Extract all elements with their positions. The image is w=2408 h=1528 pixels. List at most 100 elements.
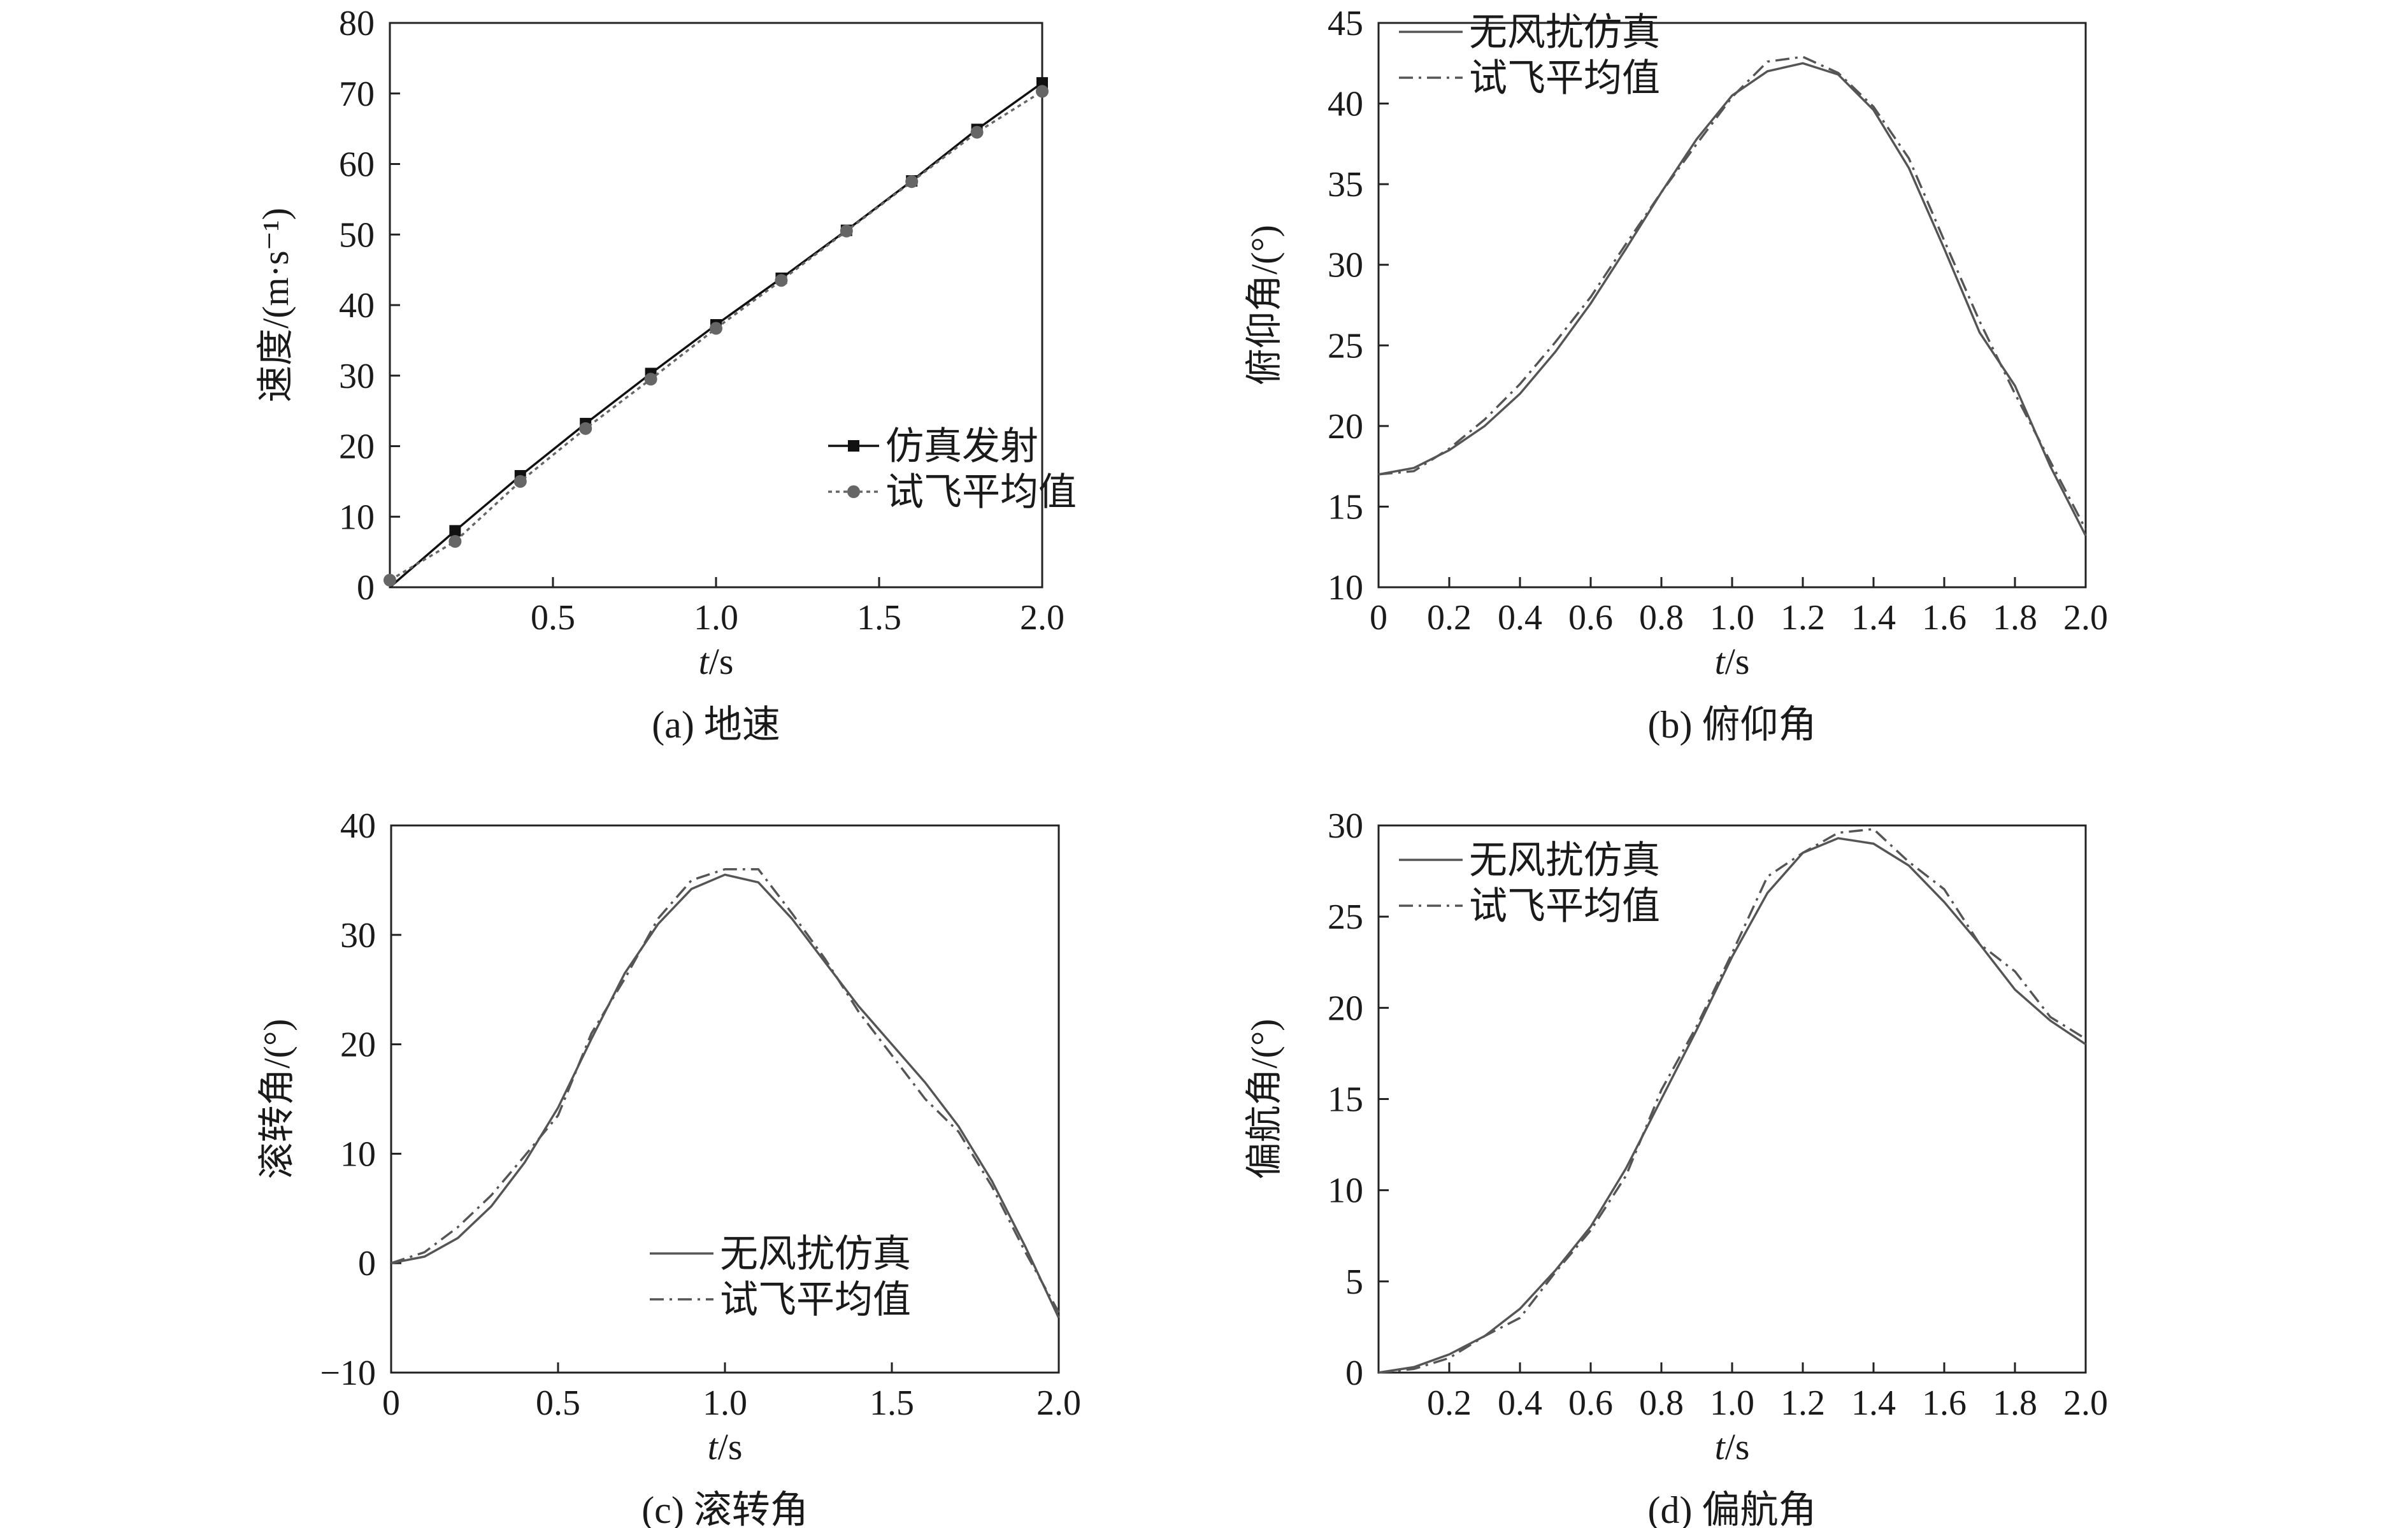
legend-label: 无风扰仿真 [720, 1233, 911, 1275]
x-tick-label: 0.4 [1498, 1383, 1542, 1423]
x-tick-label: 0.4 [1498, 598, 1542, 638]
x-axis-label-unit: /s [1725, 1426, 1750, 1467]
x-tick-label: 1.0 [694, 598, 738, 638]
chart-caption: (c) 滚转角 [641, 1489, 808, 1528]
legend-label: 试飞平均值 [720, 1279, 911, 1321]
legend-label: 试飞平均值 [885, 471, 1077, 513]
x-tick-label: 2.0 [2063, 1383, 2108, 1423]
chart-a: 0.5 1.0 1.5 2.0 0 10 20 30 40 50 60 70 80 t/s 速度/(m·s⁻… [255, 4, 1077, 746]
series-line-b-1 [1378, 55, 2087, 530]
x-tick-label: 0.8 [1639, 598, 1684, 638]
y-axis-label: 滚转角/(°) [256, 1019, 297, 1180]
y-tick-label: 50 [339, 215, 375, 255]
data-point-circle [840, 224, 853, 238]
x-axis-label-italic: t [1715, 1426, 1726, 1467]
plot-frame [1377, 22, 2087, 589]
y-tick-label: 0 [357, 568, 375, 608]
data-point-circle [905, 175, 919, 189]
x-tick-label: 0.5 [531, 598, 575, 638]
x-tick-label: 0.2 [1427, 598, 1472, 638]
x-tick-label: 1.5 [870, 1383, 914, 1423]
x-tick-label: 2.0 [2063, 598, 2108, 638]
x-axis-label-italic: t [1715, 641, 1726, 682]
x-axis-label-unit: /s [709, 641, 734, 682]
data-point-circle [513, 475, 527, 488]
x-tick-label: 0.6 [1568, 598, 1613, 638]
y-tick-label: 20 [339, 427, 375, 467]
y-tick-label: 10 [1328, 1171, 1363, 1211]
x-tick-label: 1.0 [703, 1383, 747, 1423]
x-tick-label: 1.2 [1781, 1383, 1825, 1423]
x-tick-label: 1.8 [1993, 598, 2037, 638]
data-point-square [449, 525, 461, 537]
x-tick-label: 1.2 [1781, 598, 1825, 638]
x-tick-label: 1.4 [1851, 1383, 1896, 1423]
y-tick-label: 15 [1328, 487, 1363, 527]
legend-label: 无风扰仿真 [1469, 839, 1660, 882]
y-tick-label: 30 [339, 357, 375, 396]
x-axis-label: t/s [1715, 1426, 1750, 1467]
y-tick-label: −10 [320, 1353, 376, 1393]
y-tick-label: 10 [340, 1134, 376, 1174]
y-tick-label: 20 [1328, 989, 1363, 1028]
x-tick-label: 1.5 [857, 598, 901, 638]
legend-marker [847, 485, 860, 498]
y-tick-label: 30 [1328, 246, 1363, 285]
y-tick-label: 40 [1328, 85, 1363, 124]
series-line-c-0 [391, 873, 1060, 1318]
x-tick-label: 1.0 [1710, 1383, 1754, 1423]
x-tick-label: 1.4 [1851, 598, 1896, 638]
x-tick-label: 0.6 [1568, 1383, 1613, 1423]
chart-caption: (a) 地速 [652, 704, 780, 746]
x-tick-label: 0.8 [1639, 1383, 1684, 1423]
y-tick-label: 40 [340, 806, 376, 846]
chart-b: 0 0.2 0.4 0.6 0.8 1.0 1.2 1.4 1.6 1.8 2.0 10 15 20 25 3… [1243, 4, 2108, 746]
data-point-circle [710, 322, 722, 335]
x-axis-label: t/s [699, 641, 734, 682]
y-axis-label: 俯仰角/(°) [1243, 225, 1285, 385]
y-tick-label: 35 [1328, 165, 1363, 204]
data-point-circle [970, 125, 984, 139]
x-axis-label: t/s [1715, 641, 1750, 682]
y-tick-label: 40 [339, 286, 375, 325]
y-tick-label: 0 [358, 1244, 376, 1283]
legend-marker [848, 440, 859, 452]
y-tick-label: 30 [340, 916, 376, 955]
legend-label: 试飞平均值 [1469, 57, 1660, 99]
data-point-circle [1036, 85, 1049, 98]
y-tick-label: 20 [340, 1025, 376, 1065]
y-tick-label: 60 [339, 145, 375, 185]
y-tick-label: 25 [1328, 326, 1363, 366]
y-tick-label: 15 [1328, 1080, 1363, 1120]
y-tick-label: 80 [339, 4, 375, 43]
chart-d: 0.2 0.4 0.6 0.8 1.0 1.2 1.4 1.6 1.8 2.0 0 5 10 15 20 25… [1243, 806, 2108, 1528]
x-tick-label: 1.6 [1922, 598, 1967, 638]
x-tick-label: 2.0 [1020, 598, 1064, 638]
x-axis-label-unit: /s [1725, 641, 1750, 682]
series-line-c-1 [391, 868, 1060, 1313]
y-tick-label: 25 [1328, 897, 1363, 937]
legend-label: 仿真发射 [885, 425, 1038, 468]
chart-caption: (d) 偏航角 [1648, 1489, 1817, 1528]
series-line-d-1 [1378, 827, 2086, 1374]
y-tick-label: 10 [339, 497, 375, 537]
data-point-circle [579, 422, 592, 435]
data-point-circle [448, 535, 462, 548]
y-tick-label: 10 [1328, 568, 1363, 608]
y-tick-label: 0 [1345, 1353, 1363, 1393]
x-tick-label: 0 [382, 1383, 400, 1423]
legend-label: 无风扰仿真 [1469, 11, 1660, 54]
y-axis-label: 速度/(m·s⁻¹) [255, 208, 296, 403]
y-tick-label: 45 [1328, 4, 1363, 43]
y-tick-label: 5 [1345, 1262, 1363, 1302]
y-tick-label: 30 [1328, 806, 1363, 846]
x-tick-label: 1.6 [1922, 1383, 1967, 1423]
series-line-d-0 [1378, 837, 2086, 1374]
data-point-circle [644, 373, 657, 386]
x-axis-label-italic: t [699, 641, 710, 682]
series-line-b-0 [1378, 62, 2087, 536]
x-axis-label-italic: t [708, 1426, 719, 1467]
data-point-circle [383, 573, 396, 587]
